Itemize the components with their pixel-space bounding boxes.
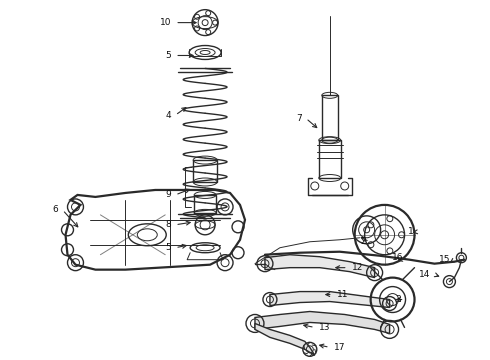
- Text: 1: 1: [408, 227, 414, 236]
- Polygon shape: [255, 311, 390, 333]
- Text: 11: 11: [337, 290, 348, 299]
- Polygon shape: [270, 292, 390, 307]
- Text: 12: 12: [352, 263, 363, 272]
- Text: 17: 17: [334, 343, 345, 352]
- Text: 16: 16: [392, 253, 404, 262]
- Text: 13: 13: [319, 323, 330, 332]
- Text: 3: 3: [395, 295, 400, 304]
- Polygon shape: [265, 255, 375, 278]
- Bar: [319, 140, 341, 178]
- Text: 8: 8: [166, 220, 171, 229]
- Text: 9: 9: [166, 190, 171, 199]
- Polygon shape: [255, 323, 315, 355]
- Bar: [193, 160, 217, 182]
- Text: 15: 15: [439, 255, 450, 264]
- Text: 6: 6: [53, 206, 58, 215]
- Text: 5: 5: [166, 243, 171, 252]
- Text: 10: 10: [160, 18, 171, 27]
- Text: 14: 14: [419, 270, 431, 279]
- Text: 2: 2: [360, 237, 366, 246]
- Text: 4: 4: [166, 111, 171, 120]
- Bar: [194, 195, 216, 213]
- Text: 7: 7: [296, 114, 302, 123]
- Text: 5: 5: [166, 51, 171, 60]
- Bar: [322, 95, 338, 140]
